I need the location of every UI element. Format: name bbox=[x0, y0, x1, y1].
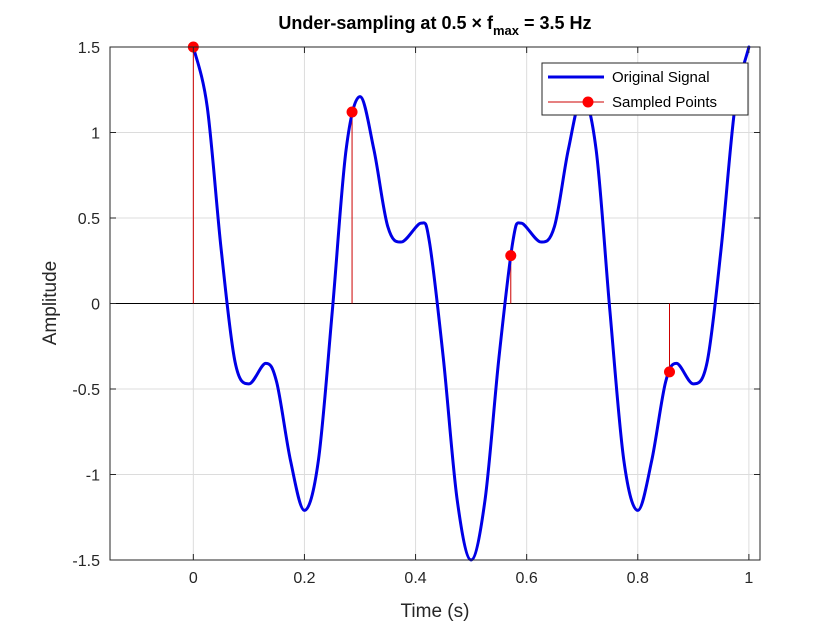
sample-point bbox=[664, 366, 675, 378]
y-tick-label: -1 bbox=[86, 468, 100, 485]
y-axis-label: Amplitude bbox=[40, 261, 61, 346]
y-tick-label: 1 bbox=[91, 126, 100, 143]
sampled-point-markers bbox=[187, 41, 675, 378]
y-tick-label: 1.5 bbox=[78, 40, 100, 57]
y-tick-label: 0.5 bbox=[78, 211, 100, 228]
chart-title: Under-sampling at 0.5 × fmax = 3.5 Hz bbox=[278, 13, 591, 38]
x-tick-label: 1 bbox=[744, 570, 753, 587]
x-axis-label: Time (s) bbox=[401, 601, 470, 622]
x-tick-label: 0 bbox=[189, 570, 198, 587]
axis-ticks: 0 0.2 0.4 0.6 0.8 1 -1.5 -1 -0.5 0 0.5 1 1.5 bbox=[72, 40, 760, 587]
x-tick-label: 0.6 bbox=[516, 570, 538, 587]
stem-lines bbox=[192, 47, 670, 372]
title-subscript: max bbox=[493, 23, 520, 38]
legend-box bbox=[541, 62, 749, 116]
y-tick-label: 0 bbox=[91, 297, 100, 314]
sample-point bbox=[346, 106, 358, 118]
legend-label-sampled-points: Sampled Points bbox=[612, 94, 717, 111]
title-prefix: Under-sampling at 0.5 × f bbox=[278, 13, 494, 33]
y-tick-label: -1.5 bbox=[72, 553, 100, 570]
sample-point bbox=[505, 250, 517, 262]
title-suffix: = 3.5 Hz bbox=[519, 13, 592, 33]
x-tick-label: 0.4 bbox=[404, 570, 426, 587]
y-tick-label: -0.5 bbox=[72, 382, 100, 399]
x-tick-label: 0.8 bbox=[627, 570, 649, 587]
legend-marker-sampled-points bbox=[582, 96, 594, 108]
legend-label-original-signal: Original Signal bbox=[612, 69, 710, 86]
legend: Original Signal Sampled Points bbox=[541, 62, 749, 116]
x-tick-label: 0.2 bbox=[293, 570, 315, 587]
